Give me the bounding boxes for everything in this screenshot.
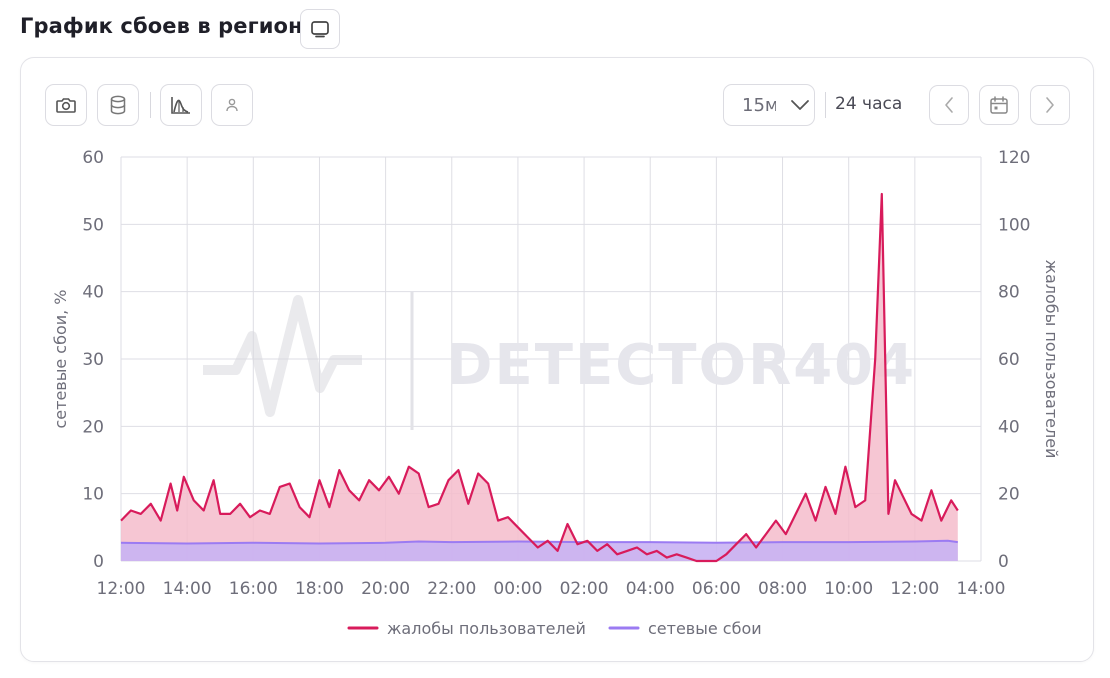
screenshot-button[interactable] bbox=[45, 84, 87, 126]
person-icon bbox=[226, 98, 238, 112]
network-outages-area bbox=[121, 540, 958, 561]
y-right-tick-label: 100 bbox=[998, 215, 1030, 235]
screen-icon bbox=[311, 21, 329, 38]
x-tick-label: 12:00 bbox=[890, 579, 939, 599]
watermark-logo bbox=[203, 295, 362, 417]
x-tick-label: 08:00 bbox=[758, 579, 807, 599]
range-label: 24 часа bbox=[835, 94, 903, 114]
complaints-area bbox=[121, 194, 958, 561]
legend-label-complaints: жалобы пользователей bbox=[387, 619, 586, 638]
calendar-icon bbox=[990, 96, 1008, 114]
y-left-tick-label: 50 bbox=[82, 215, 104, 235]
y-left-tick-label: 30 bbox=[82, 350, 104, 370]
x-tick-label: 16:00 bbox=[229, 579, 278, 599]
camera-icon bbox=[56, 98, 76, 113]
x-tick-label: 06:00 bbox=[692, 579, 741, 599]
x-tick-label: 20:00 bbox=[361, 579, 410, 599]
chart-curve-icon bbox=[171, 97, 190, 114]
y-left-tick-label: 40 bbox=[82, 283, 104, 303]
calendar-button[interactable] bbox=[979, 85, 1019, 125]
watermark-pulse-icon bbox=[203, 295, 362, 417]
interval-select[interactable]: 15м bbox=[723, 84, 815, 126]
y-right-tick-label: 120 bbox=[998, 148, 1030, 168]
y-left-tick-label: 60 bbox=[82, 148, 104, 168]
prev-range-button[interactable] bbox=[929, 85, 969, 125]
x-tick-label: 04:00 bbox=[626, 579, 675, 599]
interval-select-value: 15м bbox=[742, 95, 776, 116]
complaints-line bbox=[120, 192, 959, 563]
x-tick-label: 18:00 bbox=[295, 579, 344, 599]
user-button[interactable] bbox=[211, 84, 253, 126]
y-left-axis-label: сетевые сбои, % bbox=[51, 289, 70, 428]
y-left-tick-label: 10 bbox=[82, 485, 104, 505]
network-outages-line bbox=[120, 539, 958, 545]
chevron-down-icon bbox=[791, 100, 809, 110]
data-button[interactable] bbox=[97, 84, 139, 126]
y-right-tick-label: 20 bbox=[998, 485, 1020, 505]
x-tick-label: 14:00 bbox=[163, 579, 212, 599]
x-tick-label: 10:00 bbox=[824, 579, 873, 599]
x-tick-label: 12:00 bbox=[97, 579, 146, 599]
y-left-tick-label: 0 bbox=[93, 552, 104, 572]
toolbar-divider bbox=[825, 92, 826, 118]
x-tick-label: 22:00 bbox=[427, 579, 476, 599]
y-right-tick-label: 40 bbox=[998, 417, 1020, 437]
chevron-left-icon bbox=[945, 97, 953, 113]
watermark-text: DETECTOR404 bbox=[446, 333, 916, 398]
legend-label-network: сетевые сбои bbox=[648, 619, 762, 638]
y-left-tick-label: 20 bbox=[82, 417, 104, 437]
page-title: График сбоев в регионе bbox=[20, 14, 318, 38]
y-right-tick-label: 80 bbox=[998, 283, 1020, 303]
chevron-right-icon bbox=[1046, 97, 1054, 113]
x-tick-label: 14:00 bbox=[957, 579, 1006, 599]
x-tick-label: 00:00 bbox=[493, 579, 542, 599]
chart-type-button[interactable] bbox=[160, 84, 202, 126]
next-range-button[interactable] bbox=[1030, 85, 1070, 125]
database-icon bbox=[110, 95, 126, 115]
y-right-tick-label: 0 bbox=[998, 552, 1009, 572]
toolbar-divider bbox=[150, 92, 151, 118]
x-tick-label: 02:00 bbox=[560, 579, 609, 599]
view-toggle-button[interactable] bbox=[300, 9, 340, 49]
y-right-axis-label: жалобы пользователей bbox=[1042, 260, 1061, 459]
y-right-tick-label: 60 bbox=[998, 350, 1020, 370]
